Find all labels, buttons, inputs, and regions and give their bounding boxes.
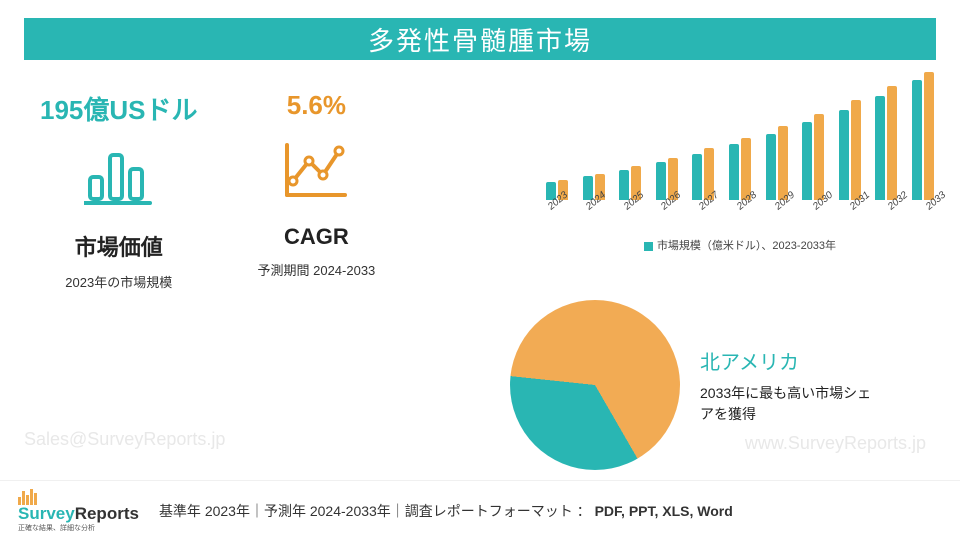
legend-swatch (644, 242, 653, 251)
kpi-value: 195億USドル (40, 90, 198, 127)
x-axis-labels: 2023202420252026202720282029203020312032… (540, 200, 940, 215)
footer-meta: 基準年 2023年｜予測年 2024-2033年｜調査レポートフォーマット ： … (159, 501, 942, 521)
bar-icon (84, 147, 154, 212)
legend-text: 市場規模（億米ドル）、2023-2033年 (657, 240, 836, 252)
kpi-sublabel: 2023年の市場規模 (65, 272, 172, 291)
bar-series-b (851, 100, 861, 200)
watermark-url: www.SurveyReports.jp (745, 433, 926, 454)
bar-series-a (729, 144, 739, 200)
kpi-row: 195億USドル 市場価値 2023年の市場規模 5.6% (40, 90, 480, 291)
region-sub: 2033年に最も高い市場シェアを獲得 (700, 383, 880, 425)
bar-group (839, 100, 861, 200)
market-size-barchart: 2023202420252026202720282029203020312032… (540, 70, 940, 250)
page-title-banner: 多発性骨髄腫市場 (24, 18, 936, 60)
bar-series-a (692, 154, 702, 200)
logo-bars-icon (18, 489, 37, 505)
kpi-cagr: 5.6% CAGR 予測期間 2024-2033 (258, 90, 376, 291)
bars-area (540, 70, 940, 200)
bar-series-a (875, 96, 885, 200)
bar-series-b (814, 114, 824, 200)
kpi-sublabel: 予測期間 2024-2033 (258, 260, 376, 279)
bar-group (802, 114, 824, 200)
logo-text: SurveyReports (18, 505, 139, 523)
bar-series-a (766, 134, 776, 200)
bar-group (729, 138, 751, 200)
bar-group (766, 126, 788, 200)
kpi-value: 5.6% (287, 90, 346, 121)
bar-series-a (619, 170, 629, 200)
bar-series-a (802, 122, 812, 200)
pie-chart (510, 300, 680, 470)
brand-logo: SurveyReports 正確な結果、詳細な分析 (18, 489, 139, 532)
pie-caption: 北アメリカ 2033年に最も高い市場シェアを獲得 (700, 346, 880, 425)
kpi-label: 市場価値 (75, 230, 163, 262)
logo-tagline: 正確な結果、詳細な分析 (18, 525, 139, 532)
region-name: 北アメリカ (700, 346, 880, 375)
bar-series-a (656, 162, 666, 200)
bar-series-a (912, 80, 922, 200)
kpi-label: CAGR (284, 224, 349, 250)
bar-series-b (924, 72, 934, 200)
bar-series-b (778, 126, 788, 200)
footer-prefix: 基準年 2023年｜予測年 2024-2033年｜調査レポートフォーマット ： (159, 503, 595, 519)
page-title: 多発性骨髄腫市場 (368, 21, 592, 58)
bar-group (912, 72, 934, 200)
chart-legend: 市場規模（億米ドル）、2023-2033年 (540, 237, 940, 253)
bar-series-b (887, 86, 897, 200)
bar-series-a (839, 110, 849, 200)
footer: SurveyReports 正確な結果、詳細な分析 基準年 2023年｜予測年 … (0, 480, 960, 540)
footer-formats: PDF, PPT, XLS, Word (595, 503, 733, 519)
bar-group (875, 86, 897, 200)
watermark-email: Sales@SurveyReports.jp (24, 429, 225, 450)
line-chart-icon (281, 141, 351, 206)
infographic-page: 多発性骨髄腫市場 195億USドル 市場価値 2023年の市場規模 5.6% (0, 0, 960, 540)
kpi-market-value: 195億USドル 市場価値 2023年の市場規模 (40, 90, 198, 291)
